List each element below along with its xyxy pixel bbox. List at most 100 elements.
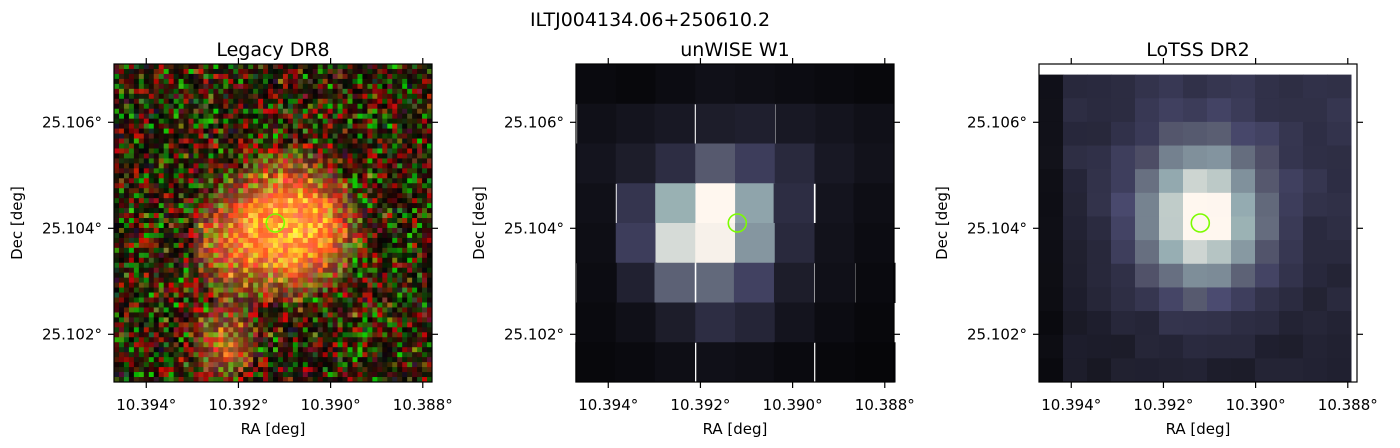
pixel — [1303, 216, 1328, 241]
pixel — [198, 198, 204, 204]
pixel — [302, 337, 309, 343]
pixel — [342, 138, 348, 144]
pixel — [268, 242, 274, 249]
pixel — [193, 98, 199, 105]
pixel — [133, 148, 140, 154]
pixel — [243, 372, 249, 378]
pixel — [407, 83, 413, 90]
pixel — [417, 98, 423, 105]
pixel — [114, 153, 120, 159]
pixel — [362, 183, 368, 189]
pixel — [302, 352, 309, 358]
pixel — [168, 68, 175, 75]
pixel — [357, 297, 363, 303]
pixel — [178, 158, 184, 164]
pixel — [248, 64, 254, 70]
pixel — [143, 193, 150, 199]
pixel — [133, 193, 140, 199]
pixel — [168, 98, 175, 105]
pixel — [402, 193, 408, 199]
x-tick-label: 10.390° — [763, 396, 823, 414]
pixel — [367, 188, 373, 194]
pixel — [153, 118, 160, 125]
pixel — [188, 178, 194, 184]
pixel — [158, 372, 165, 378]
pixel — [312, 128, 319, 134]
pixel — [183, 362, 189, 368]
pixel — [382, 133, 388, 139]
pixel — [402, 148, 408, 154]
pixel — [422, 158, 428, 164]
pixel — [407, 188, 413, 194]
pixel — [133, 88, 140, 95]
pixel — [327, 327, 334, 333]
pixel — [173, 252, 179, 259]
pixel — [268, 307, 274, 313]
pixel — [183, 297, 189, 303]
pixel — [253, 98, 259, 105]
pixel — [282, 327, 289, 333]
pixel — [377, 342, 383, 348]
pixel — [422, 262, 428, 269]
pixel — [213, 312, 219, 318]
pixel — [263, 178, 269, 184]
pixel — [282, 218, 289, 224]
pixel — [128, 218, 135, 224]
pixel — [114, 302, 120, 308]
pixel — [377, 128, 383, 134]
pixel — [178, 242, 184, 249]
pixel — [238, 128, 244, 134]
pixel — [198, 213, 204, 219]
pixel — [402, 83, 408, 90]
pixel — [163, 98, 170, 105]
pixel — [203, 297, 209, 303]
pixel — [397, 262, 403, 269]
pixel — [193, 143, 199, 149]
pixel — [193, 64, 199, 70]
pixel — [213, 173, 219, 179]
pixel — [1207, 169, 1232, 194]
pixel — [1039, 121, 1064, 147]
pixel — [158, 352, 165, 358]
pixel — [213, 68, 219, 75]
pixel — [282, 307, 289, 313]
pixel — [178, 188, 184, 194]
pixel — [287, 208, 294, 214]
pixel — [1087, 263, 1112, 288]
pixel — [258, 242, 264, 249]
pixel — [168, 148, 175, 154]
pixel — [158, 73, 165, 80]
pixel — [392, 362, 398, 368]
pixel — [362, 367, 368, 373]
pixel — [337, 322, 343, 328]
pixel — [577, 103, 618, 144]
pixel — [287, 302, 294, 308]
pixel — [292, 123, 299, 129]
pixel — [268, 267, 274, 274]
pixel — [228, 178, 234, 184]
pixel — [173, 123, 179, 129]
pixel — [114, 158, 120, 164]
pixel — [322, 257, 329, 264]
pixel — [407, 257, 413, 264]
pixel — [282, 372, 289, 378]
pixel — [188, 78, 194, 85]
pixel — [123, 203, 130, 209]
pixel — [347, 317, 353, 323]
pixel — [407, 327, 413, 333]
pixel — [143, 158, 150, 164]
pixel — [307, 158, 314, 164]
pixel — [114, 128, 120, 134]
pixel — [148, 98, 155, 105]
pixel — [302, 118, 309, 125]
panel-title: unWISE W1 — [680, 39, 789, 61]
pixel — [392, 153, 398, 159]
pixel — [118, 133, 125, 139]
pixel — [173, 332, 179, 338]
pixel — [1087, 240, 1112, 265]
pixel — [163, 277, 170, 284]
pixel — [198, 337, 204, 343]
pixel — [1039, 169, 1064, 194]
pixel — [387, 148, 393, 154]
pixel — [367, 287, 373, 293]
